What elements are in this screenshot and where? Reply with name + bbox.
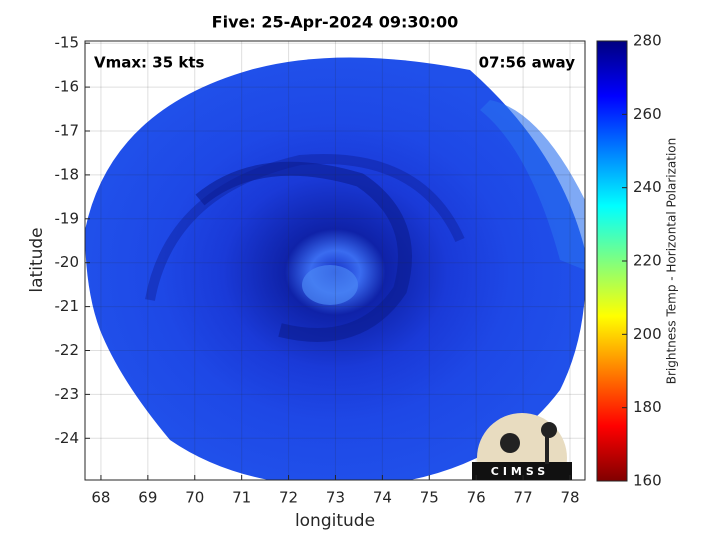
colorbar-tick-label: 280 [633,32,662,50]
colorbar-tick-label: 220 [633,252,662,270]
y-tick-label: -23 [55,385,80,403]
chart-title: Five: 25-Apr-2024 09:30:00 [212,13,459,32]
colorbar-label: Brightness Temp - Horizontal Polarizatio… [665,138,679,385]
colorbar-tick-label: 180 [633,398,662,416]
x-tick-label: 75 [420,489,439,507]
y-tick-label: -19 [55,209,80,227]
colorbar-tick-label: 160 [633,472,662,490]
x-tick-label: 77 [514,489,533,507]
y-tick-label: -15 [55,34,80,52]
y-tick-label: -18 [55,165,80,183]
y-tick-label: -20 [55,253,80,271]
x-tick-label: 70 [185,489,204,507]
colorbar-tick-label: 260 [633,105,662,123]
x-tick-label: 68 [91,489,110,507]
logo: CIMSS [472,413,572,480]
colorbar-tick-label: 200 [633,325,662,343]
y-axis-label: latitude [27,227,47,292]
x-tick-label: 78 [560,489,579,507]
x-axis-label: longitude [295,511,375,531]
x-tick-label: 73 [326,489,345,507]
y-tick-label: -17 [55,121,80,139]
swath-image [85,57,585,480]
logo-text: CIMSS [491,465,549,478]
x-tick-label: 69 [138,489,157,507]
x-tick-label: 72 [279,489,298,507]
y-tick-label: -24 [55,429,80,447]
colorbar-tick-label: 240 [633,178,662,196]
x-tick-label: 74 [373,489,392,507]
y-tick-label: -22 [55,341,80,359]
annotation: 07:56 away [479,54,576,72]
annotation: Vmax: 35 kts [94,54,204,72]
x-tick-label: 71 [232,489,251,507]
y-tick-label: -16 [55,78,80,96]
y-tick-label: -21 [55,297,80,315]
x-tick-label: 76 [467,489,486,507]
